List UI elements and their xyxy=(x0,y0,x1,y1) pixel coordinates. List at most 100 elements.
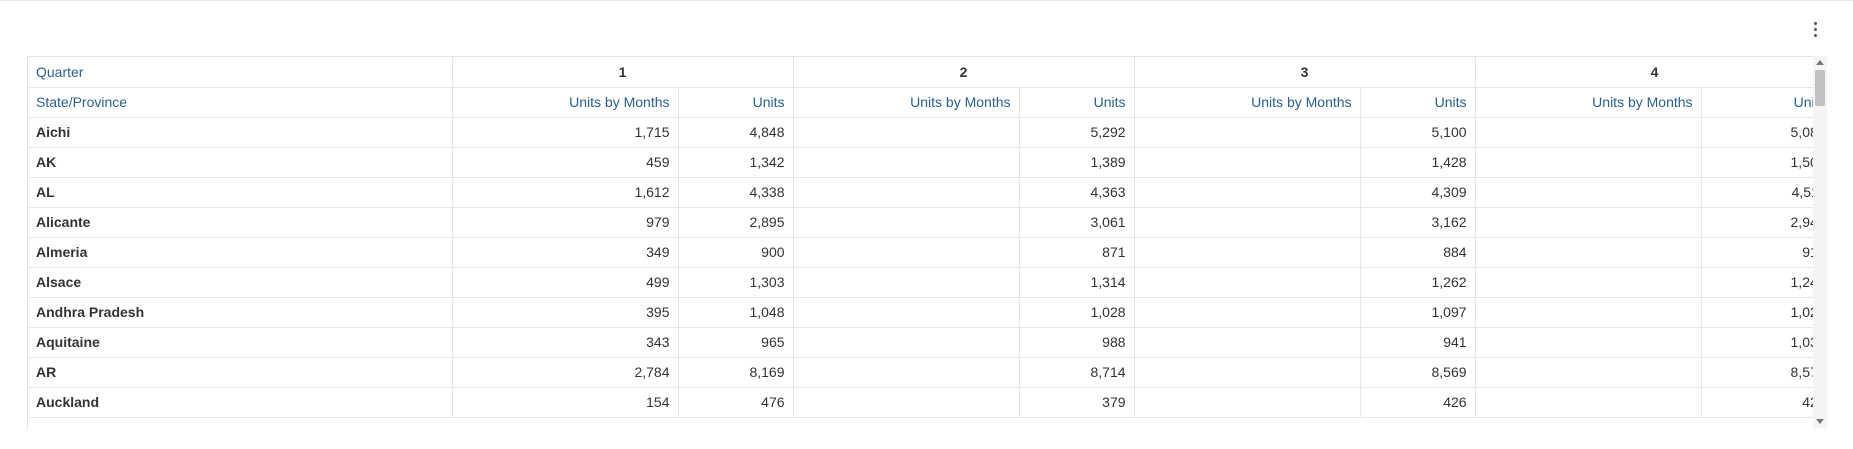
units-by-months-cell xyxy=(1475,297,1702,328)
q2-units-by-months-header[interactable]: Units by Months xyxy=(793,87,1020,118)
scroll-up-arrow-icon[interactable] xyxy=(1816,60,1824,65)
q4-units-header[interactable]: Units xyxy=(1701,87,1814,118)
q3-units-header[interactable]: Units xyxy=(1360,87,1476,118)
units-by-months-cell xyxy=(1134,267,1361,298)
units-cell: 2,943 xyxy=(1701,207,1814,238)
state-cell: Almeria xyxy=(28,237,453,268)
units-cell: 379 xyxy=(1019,387,1135,418)
state-cell: Aquitaine xyxy=(28,327,453,358)
kebab-dot xyxy=(1813,33,1817,37)
units-cell: 965 xyxy=(678,327,794,358)
units-cell: 8,573 xyxy=(1701,357,1814,388)
units-cell: 4,363 xyxy=(1019,177,1135,208)
units-cell: 3,061 xyxy=(1019,207,1135,238)
units-by-months-cell xyxy=(1475,147,1702,178)
units-cell: 884 xyxy=(1360,237,1476,268)
quarter-header-row: Quarter 1 2 3 4 xyxy=(28,57,1814,88)
pivot-table-container: Quarter 1 2 3 4 State/Province Units by … xyxy=(27,56,1814,429)
table-row: Alsace 499 1,303 1,314 1,262 1,247 xyxy=(28,267,1814,298)
quarter-3-header[interactable]: 3 xyxy=(1134,57,1476,88)
units-cell: 1,262 xyxy=(1360,267,1476,298)
table-row: AL 1,612 4,338 4,363 4,309 4,511 xyxy=(28,177,1814,208)
q2-units-header[interactable]: Units xyxy=(1019,87,1135,118)
units-by-months-cell xyxy=(1475,357,1702,388)
units-cell: 871 xyxy=(1019,237,1135,268)
units-cell: 426 xyxy=(1360,387,1476,418)
units-by-months-cell xyxy=(1134,177,1361,208)
units-by-months-cell xyxy=(793,387,1020,418)
units-cell: 1,342 xyxy=(678,147,794,178)
state-province-header[interactable]: State/Province xyxy=(28,87,453,118)
kebab-dot xyxy=(1813,27,1817,31)
units-cell: 917 xyxy=(1701,237,1814,268)
units-by-months-cell: 349 xyxy=(452,237,679,268)
table-row: AR 2,784 8,169 8,714 8,569 8,573 xyxy=(28,357,1814,388)
more-options-button[interactable] xyxy=(1808,18,1822,40)
measure-header-row: State/Province Units by Months Units Uni… xyxy=(28,87,1814,118)
kebab-dot xyxy=(1813,21,1817,25)
state-cell: Alsace xyxy=(28,267,453,298)
units-cell: 1,247 xyxy=(1701,267,1814,298)
state-cell: Andhra Pradesh xyxy=(28,297,453,328)
table-row: Aichi 1,715 4,848 5,292 5,100 5,089 xyxy=(28,117,1814,148)
units-cell: 1,506 xyxy=(1701,147,1814,178)
units-by-months-cell xyxy=(793,357,1020,388)
units-cell: 1,314 xyxy=(1019,267,1135,298)
state-cell: Alicante xyxy=(28,207,453,238)
units-by-months-cell: 1,612 xyxy=(452,177,679,208)
table-row: Auckland 154 476 379 426 421 xyxy=(28,387,1814,418)
units-by-months-cell xyxy=(793,207,1020,238)
table-row: Alicante 979 2,895 3,061 3,162 2,943 xyxy=(28,207,1814,238)
units-cell: 3,162 xyxy=(1360,207,1476,238)
units-by-months-cell xyxy=(793,237,1020,268)
state-cell: Aichi xyxy=(28,117,453,148)
pivot-table: Quarter 1 2 3 4 State/Province Units by … xyxy=(28,57,1814,418)
units-by-months-cell xyxy=(1134,297,1361,328)
units-by-months-cell xyxy=(1134,237,1361,268)
units-by-months-cell xyxy=(793,267,1020,298)
units-by-months-cell xyxy=(1475,387,1702,418)
units-by-months-cell: 154 xyxy=(452,387,679,418)
units-cell: 8,569 xyxy=(1360,357,1476,388)
units-cell: 1,048 xyxy=(678,297,794,328)
units-cell: 941 xyxy=(1360,327,1476,358)
units-cell: 4,309 xyxy=(1360,177,1476,208)
units-by-months-cell xyxy=(1475,327,1702,358)
units-by-months-cell: 459 xyxy=(452,147,679,178)
units-by-months-cell: 395 xyxy=(452,297,679,328)
vertical-scrollbar[interactable] xyxy=(1813,56,1827,428)
units-by-months-cell xyxy=(793,297,1020,328)
units-cell: 1,428 xyxy=(1360,147,1476,178)
units-by-months-cell xyxy=(793,327,1020,358)
units-cell: 1,024 xyxy=(1701,297,1814,328)
table-row: Aquitaine 343 965 988 941 1,038 xyxy=(28,327,1814,358)
quarter-dimension-header[interactable]: Quarter xyxy=(28,57,453,88)
state-cell: AL xyxy=(28,177,453,208)
units-by-months-cell: 343 xyxy=(452,327,679,358)
q4-units-by-months-header[interactable]: Units by Months xyxy=(1475,87,1702,118)
quarter-2-header[interactable]: 2 xyxy=(793,57,1135,88)
scrollbar-thumb[interactable] xyxy=(1815,70,1825,106)
state-cell: AK xyxy=(28,147,453,178)
units-by-months-cell xyxy=(1134,357,1361,388)
q1-units-by-months-header[interactable]: Units by Months xyxy=(452,87,679,118)
units-cell: 421 xyxy=(1701,387,1814,418)
units-by-months-cell xyxy=(793,147,1020,178)
units-by-months-cell xyxy=(1134,147,1361,178)
state-cell: AR xyxy=(28,357,453,388)
units-cell: 1,038 xyxy=(1701,327,1814,358)
quarter-4-header[interactable]: 4 xyxy=(1475,57,1814,88)
units-by-months-cell xyxy=(1134,387,1361,418)
units-by-months-cell xyxy=(1475,237,1702,268)
units-by-months-cell xyxy=(1475,207,1702,238)
units-by-months-cell xyxy=(1475,117,1702,148)
scroll-down-arrow-icon[interactable] xyxy=(1816,419,1824,424)
table-row: Almeria 349 900 871 884 917 xyxy=(28,237,1814,268)
q3-units-by-months-header[interactable]: Units by Months xyxy=(1134,87,1361,118)
units-by-months-cell xyxy=(1475,267,1702,298)
units-cell: 5,100 xyxy=(1360,117,1476,148)
q1-units-header[interactable]: Units xyxy=(678,87,794,118)
quarter-1-header[interactable]: 1 xyxy=(452,57,794,88)
units-cell: 8,169 xyxy=(678,357,794,388)
units-cell: 4,511 xyxy=(1701,177,1814,208)
